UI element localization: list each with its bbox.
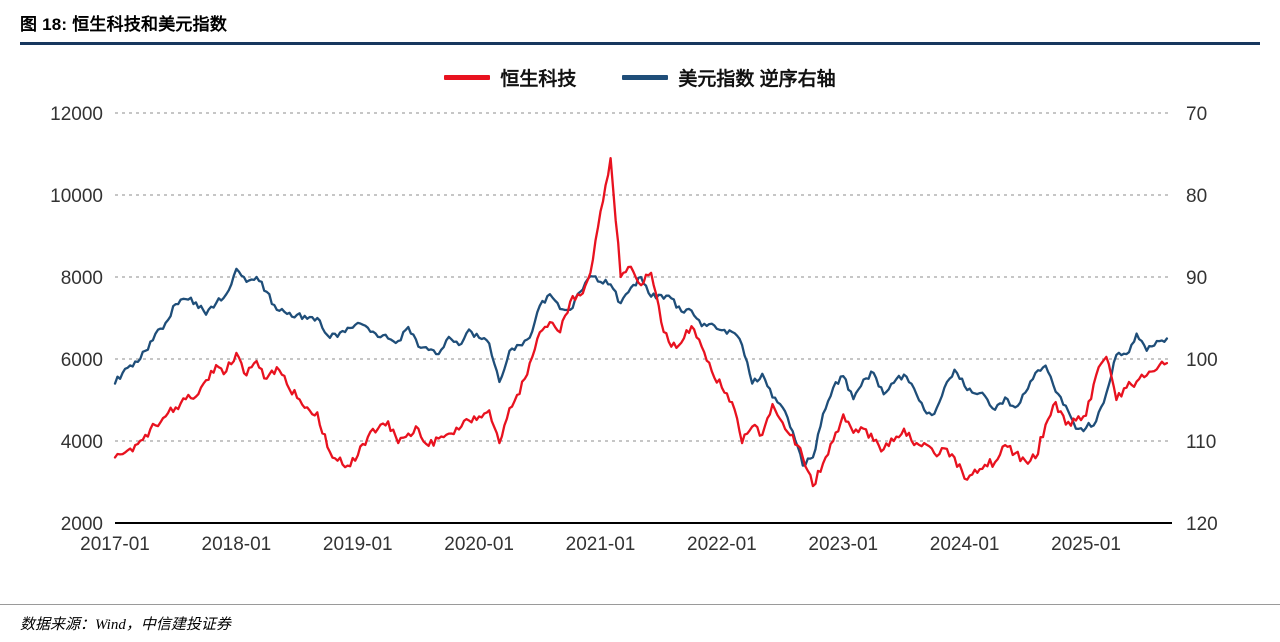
x-axis-tick-label: 2018-01 [202,534,272,555]
series-line-dxy [113,267,1169,467]
left-axis-tick-label: 12000 [50,104,103,125]
legend-item-hstech: 恒生科技 [444,64,576,91]
left-axis-tick-label: 10000 [50,186,103,207]
legend-swatch-hstech-line [444,74,491,80]
data-source-note: 数据来源：Wind，中信建投证券 [20,617,231,633]
right-axis-tick-label: 80 [1186,186,1207,207]
title-underline [20,42,1260,45]
left-axis-tick-label: 2000 [61,514,103,535]
right-axis-tick-label: 110 [1186,432,1216,453]
legend-label-hstech: 恒生科技 [500,68,577,90]
x-axis-tick-label: 2024-01 [930,534,1000,555]
series-line-hstech [113,156,1169,488]
x-axis-tick-label: 2025-01 [1051,534,1121,555]
legend: 恒生科技 美元指数 逆序右轴 [0,64,1280,91]
left-axis-tick-label: 6000 [61,350,103,371]
x-axis-tick-label: 2021-01 [566,534,636,555]
x-axis-tick-label: 2019-01 [323,534,393,555]
figure-footer: 数据来源：Wind，中信建投证券 [0,604,1280,634]
dual-axis-line-chart: 12000 70 10000 80 8000 90 6000 100 4000 110 2000 12… [50,104,1218,555]
footer-divider [0,604,1280,605]
x-axis-tick-label: 2023-01 [808,534,878,555]
left-axis-tick-label: 8000 [61,268,103,289]
figure-title: 图 18: 恒生科技和美元指数 [20,15,228,34]
x-axis-tick-label: 2020-01 [444,534,514,555]
right-axis-tick-label: 120 [1186,514,1218,535]
figure-header: 图 18: 恒生科技和美元指数 [0,0,1280,45]
right-axis-tick-label: 70 [1186,104,1207,125]
x-axis-tick-label: 2017-01 [80,534,150,555]
left-axis-tick-label: 4000 [61,432,103,453]
legend-label-dxy: 美元指数 逆序右轴 [678,68,836,90]
right-axis-tick-label: 90 [1186,268,1207,289]
legend-item-dxy: 美元指数 逆序右轴 [622,64,836,91]
x-axis-tick-label: 2022-01 [687,534,757,555]
legend-swatch-dxy-line [622,74,669,80]
right-axis-tick-label: 100 [1186,350,1218,371]
chart-area: 12000 70 10000 80 8000 90 6000 100 4000 110 2000 12… [0,91,1280,568]
